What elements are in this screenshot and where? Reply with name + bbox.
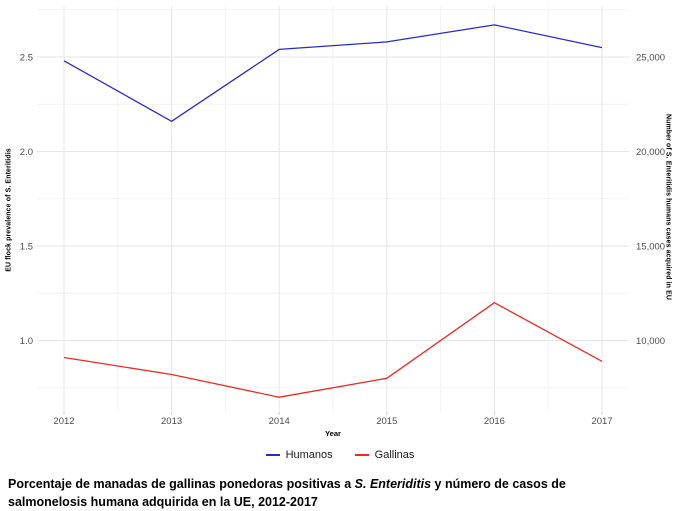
right-axis-tick-label: 15,000: [636, 242, 665, 253]
left-axis-title: EU flock prevalence of S. Enteritidis: [5, 148, 13, 272]
legend-item-gallinas: Gallinas: [354, 449, 415, 461]
caption-text-2: y número de casos de: [431, 477, 566, 491]
left-axis-tick-label: 2.0: [20, 147, 33, 158]
right-axis-title: Number of S. Enteritidis humans cases ac…: [664, 113, 672, 301]
caption-text-3: salmonelosis humana adquirida en la UE, …: [8, 495, 318, 509]
figure-caption: Porcentaje de manadas de gallinas ponedo…: [8, 475, 674, 511]
chart-legend: Humanos Gallinas: [0, 447, 680, 463]
left-axis-tick-label: 1.0: [20, 336, 33, 347]
line-chart-canvas: 1.0 1.5 2.0 2.5 10,000 15,000 20,000 25,000 2012…: [20, 6, 665, 427]
gallinas-line: [63, 302, 603, 398]
legend-label-humanos: Humanos: [285, 449, 333, 461]
x-axis-tick-label: 2016: [484, 416, 505, 427]
x-axis-tick-label: 2014: [269, 416, 290, 427]
x-axis-title: Year: [325, 429, 341, 438]
gallinas-line-key-icon: [354, 454, 369, 456]
right-axis-tick-label: 10,000: [636, 336, 665, 347]
right-axis-tick-label: 20,000: [636, 147, 665, 158]
legend-label-gallinas: Gallinas: [374, 449, 415, 461]
x-axis-tick-label: 2013: [161, 416, 182, 427]
left-axis-tick-label: 2.5: [20, 53, 33, 64]
caption-species-italic: S. Enteriditis: [354, 477, 432, 491]
legend-item-humanos: Humanos: [265, 449, 333, 461]
humanos-line: [63, 24, 603, 122]
x-axis-tick-label: 2012: [53, 416, 74, 427]
right-axis-tick-label: 25,000: [636, 53, 665, 64]
left-axis-tick-label: 1.5: [20, 242, 33, 253]
humanos-line-key-icon: [265, 454, 280, 456]
x-axis-tick-label: 2017: [591, 416, 612, 427]
x-axis-tick-label: 2015: [376, 416, 397, 427]
caption-text-1: Porcentaje de manadas de gallinas ponedo…: [8, 477, 355, 491]
